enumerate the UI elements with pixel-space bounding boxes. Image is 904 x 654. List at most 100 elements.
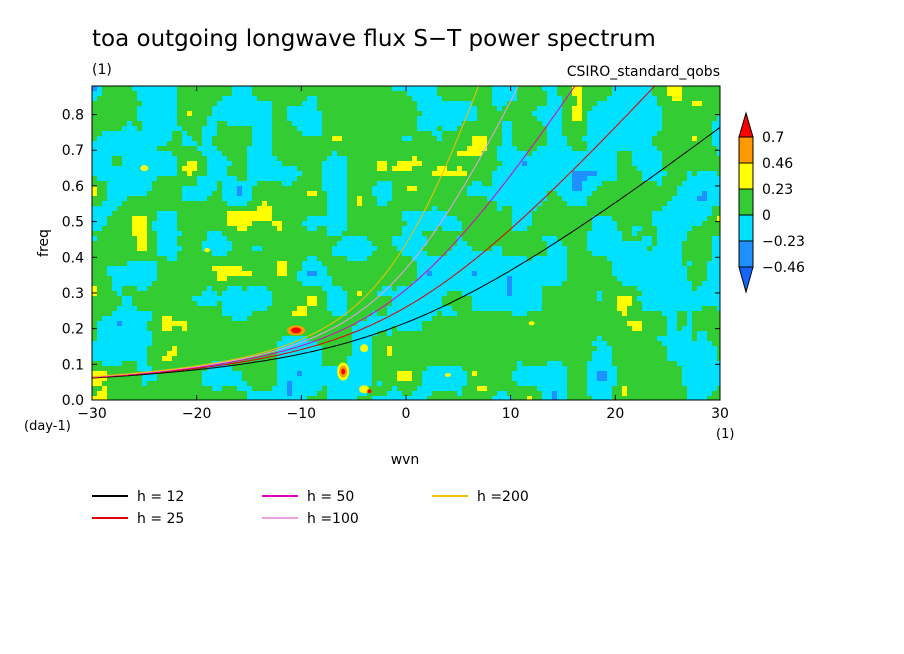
heatmap-cell <box>392 376 397 381</box>
heatmap-cell <box>547 226 552 231</box>
heatmap-cell <box>212 276 217 281</box>
heatmap-cell <box>187 301 192 306</box>
heatmap-cell <box>367 146 372 151</box>
heatmap-cell <box>397 221 402 226</box>
heatmap-cell <box>187 356 192 361</box>
heatmap-cell <box>157 201 162 206</box>
heatmap-cell <box>267 366 272 371</box>
heatmap-cell <box>702 101 707 106</box>
heatmap-cell <box>302 166 307 171</box>
heatmap-cell <box>572 391 577 396</box>
heatmap-cell <box>332 121 337 126</box>
heatmap-cell <box>272 316 277 321</box>
heatmap-cell <box>132 381 137 386</box>
heatmap-cell <box>207 111 212 116</box>
heatmap-cell <box>452 211 457 216</box>
heatmap-cell <box>232 336 237 341</box>
heatmap-cell <box>507 216 512 221</box>
heatmap-cell <box>482 131 487 136</box>
heatmap-cell <box>217 291 222 296</box>
heatmap-cell <box>187 171 192 176</box>
heatmap-cell <box>407 386 412 391</box>
heatmap-cell <box>137 381 142 386</box>
heatmap-cell <box>572 221 577 226</box>
heatmap-cell <box>192 216 197 221</box>
heatmap-cell <box>277 221 282 226</box>
heatmap-cell <box>572 181 577 186</box>
heatmap-cell <box>687 126 692 131</box>
heatmap-cell <box>377 376 382 381</box>
heatmap-cell <box>412 191 417 196</box>
heatmap-cell <box>707 96 712 101</box>
heatmap-cell <box>517 321 522 326</box>
heatmap-cell <box>217 281 222 286</box>
heatmap-cell <box>292 271 297 276</box>
heatmap-cell <box>372 236 377 241</box>
heatmap-cell <box>277 316 282 321</box>
heatmap-cell <box>607 271 612 276</box>
heatmap-cell <box>197 356 202 361</box>
heatmap-cell <box>397 271 402 276</box>
heatmap-cell <box>412 151 417 156</box>
heatmap-cell <box>467 391 472 396</box>
heatmap-cell <box>467 316 472 321</box>
heatmap-cell <box>712 331 717 336</box>
heatmap-cell <box>217 321 222 326</box>
heatmap-cell <box>287 231 292 236</box>
heatmap-cell <box>327 271 332 276</box>
heatmap-cell <box>167 276 172 281</box>
heatmap-cell <box>622 216 627 221</box>
heatmap-cell <box>412 331 417 336</box>
heatmap-cell <box>417 151 422 156</box>
heatmap-cell <box>327 141 332 146</box>
heatmap-cell <box>687 101 692 106</box>
heatmap-cell <box>302 316 307 321</box>
heatmap-cell <box>497 231 502 236</box>
heatmap-cell <box>277 121 282 126</box>
heatmap-cell <box>677 91 682 96</box>
heatmap-cell <box>192 271 197 276</box>
heatmap-cell <box>107 371 112 376</box>
heatmap-cell <box>532 351 537 356</box>
heatmap-cell <box>717 311 720 316</box>
heatmap-cell <box>92 196 97 201</box>
heatmap-cell <box>342 91 347 96</box>
heatmap-cell <box>462 166 467 171</box>
heatmap-cell <box>607 311 612 316</box>
heatmap-cell <box>487 231 492 236</box>
heatmap-cell <box>197 266 202 271</box>
heatmap-cell <box>117 221 122 226</box>
heatmap-cell <box>92 311 97 316</box>
heatmap-cell <box>437 246 442 251</box>
heatmap-cell <box>202 326 207 331</box>
heatmap-cell <box>187 226 192 231</box>
heatmap-cell <box>572 206 577 211</box>
heatmap-cell <box>352 221 357 226</box>
heatmap-cell <box>282 296 287 301</box>
heatmap-cell <box>227 336 232 341</box>
heatmap-cell <box>132 111 137 116</box>
heatmap-cell <box>672 371 677 376</box>
heatmap-cell <box>192 231 197 236</box>
heatmap-cell <box>567 361 572 366</box>
heatmap-cell <box>342 106 347 111</box>
heatmap-cell <box>107 116 112 121</box>
heatmap-cell <box>147 301 152 306</box>
heatmap-cell <box>442 206 447 211</box>
heatmap-cell <box>457 206 462 211</box>
heatmap-cell <box>472 311 477 316</box>
heatmap-cell <box>442 241 447 246</box>
heatmap-cell <box>212 256 217 261</box>
heatmap-cell <box>142 306 147 311</box>
heatmap-cell <box>712 306 717 311</box>
heatmap-cell <box>167 196 172 201</box>
heatmap-cell <box>267 246 272 251</box>
heatmap-cell <box>537 391 542 396</box>
heatmap-cell <box>152 291 157 296</box>
heatmap-cell <box>692 246 697 251</box>
heatmap-cell <box>397 346 402 351</box>
heatmap-cell <box>162 351 167 356</box>
heatmap-cell <box>112 221 117 226</box>
heatmap-cell <box>442 96 447 101</box>
heatmap-cell <box>102 191 107 196</box>
